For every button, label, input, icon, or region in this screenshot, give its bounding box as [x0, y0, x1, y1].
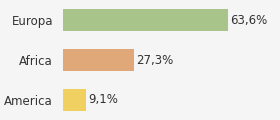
Bar [63, 89, 86, 111]
Text: 63,6%: 63,6% [230, 14, 267, 27]
Text: 9,1%: 9,1% [88, 93, 118, 106]
Bar [63, 9, 228, 31]
Text: 27,3%: 27,3% [136, 54, 173, 66]
Bar [63, 49, 134, 71]
